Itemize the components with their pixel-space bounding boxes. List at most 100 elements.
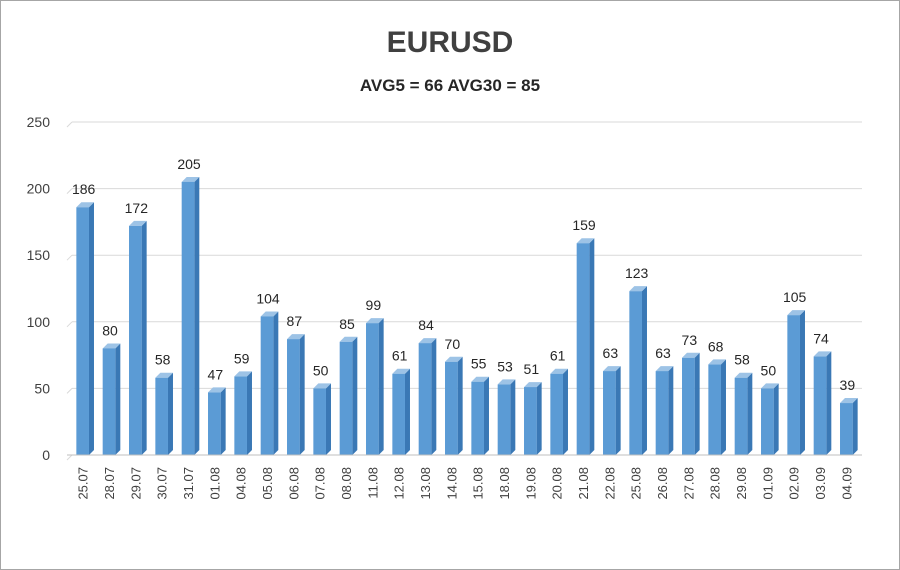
bar (497, 384, 511, 455)
data-label: 74 (813, 330, 829, 346)
bar-top (682, 352, 700, 358)
gridline-depth (66, 321, 73, 328)
x-tick-label: 25.08 (629, 467, 644, 500)
bar-top (76, 202, 94, 208)
bar-top (655, 366, 674, 372)
bar-side (325, 383, 331, 455)
bar (524, 387, 537, 455)
bar-top (234, 371, 252, 377)
data-label: 85 (339, 316, 355, 332)
gridline-depth (66, 254, 73, 261)
x-tick-label: 15.08 (471, 467, 486, 500)
x-tick-label: 02.09 (787, 467, 802, 500)
data-label: 50 (313, 362, 329, 378)
chart-subtitle: AVG5 = 66 AVG30 = 85 (359, 76, 541, 95)
bar (445, 361, 458, 455)
bar-top (260, 311, 279, 317)
bar (129, 225, 142, 455)
data-label: 186 (72, 181, 96, 197)
bar-side (273, 311, 279, 455)
bar-side (826, 351, 832, 455)
bar (208, 392, 221, 455)
bar-top (708, 359, 726, 365)
bar-side (352, 336, 358, 455)
x-tick-label: 04.08 (234, 467, 249, 500)
bar (339, 341, 353, 455)
bar-side (536, 382, 542, 455)
data-label: 63 (655, 345, 671, 361)
x-tick-label: 28.07 (102, 467, 117, 500)
bar-top (339, 336, 358, 342)
bar-side (562, 368, 568, 455)
x-tick-label: 07.08 (313, 467, 328, 500)
data-label: 63 (603, 345, 619, 361)
bar-side (852, 398, 858, 455)
x-tick-label: 28.08 (708, 467, 723, 500)
bar-top (418, 338, 437, 344)
bar (576, 243, 590, 455)
chart-title: EURUSD (386, 26, 514, 59)
bar-side (194, 176, 200, 455)
bar-side (799, 310, 805, 455)
gridline-depth (66, 454, 73, 461)
y-tick-label: 200 (27, 181, 51, 197)
bar-top (366, 318, 384, 324)
bar-side (404, 368, 410, 455)
bar (418, 343, 432, 455)
x-tick-label: 05.08 (260, 467, 275, 500)
bar-top (497, 379, 516, 385)
data-label: 70 (445, 336, 461, 352)
x-tick-label: 19.08 (523, 467, 538, 500)
data-label: 59 (234, 350, 250, 366)
data-label: 205 (177, 156, 201, 172)
x-tick-label: 31.07 (181, 467, 196, 500)
bar-side (615, 366, 621, 455)
y-tick-label: 150 (27, 247, 51, 263)
bar-side (115, 343, 121, 455)
bar-side (220, 387, 226, 455)
gridline-depth (66, 188, 73, 194)
bar-side (141, 220, 147, 455)
bar-side (246, 371, 252, 455)
bar (813, 356, 827, 455)
bar (181, 181, 195, 455)
bar-side (378, 318, 384, 455)
data-label: 55 (471, 356, 487, 372)
bar-top (787, 310, 805, 316)
data-label: 50 (761, 362, 777, 378)
bar-top (208, 387, 226, 393)
bar (550, 373, 563, 455)
x-tick-label: 01.08 (207, 467, 222, 500)
bar-top (603, 366, 621, 372)
bar-side (167, 372, 173, 455)
bar (708, 364, 721, 455)
bar-top (471, 376, 489, 382)
y-tick-label: 250 (27, 114, 51, 130)
bar-top (445, 356, 463, 362)
bar-side (694, 352, 700, 455)
data-label: 68 (708, 338, 724, 354)
gridline-depth (66, 388, 73, 394)
bar (287, 339, 300, 455)
data-label: 172 (125, 200, 149, 216)
x-tick-label: 01.09 (760, 467, 775, 500)
bar-side (589, 238, 595, 455)
bar-top (392, 368, 410, 374)
y-tick-label: 0 (42, 447, 50, 463)
x-tick-label: 08.08 (339, 467, 354, 500)
data-label: 58 (155, 352, 171, 368)
bar-top (129, 220, 147, 226)
bar (682, 357, 695, 455)
bar (76, 207, 89, 455)
x-tick-label: 12.08 (392, 467, 407, 500)
bar (102, 348, 116, 455)
data-label: 80 (102, 322, 118, 338)
x-tick-label: 26.08 (655, 467, 670, 500)
x-tick-label: 11.08 (365, 467, 380, 499)
bar (629, 291, 642, 455)
x-tick-label: 03.09 (813, 467, 828, 500)
bar-top (102, 343, 121, 349)
bar (392, 373, 405, 455)
